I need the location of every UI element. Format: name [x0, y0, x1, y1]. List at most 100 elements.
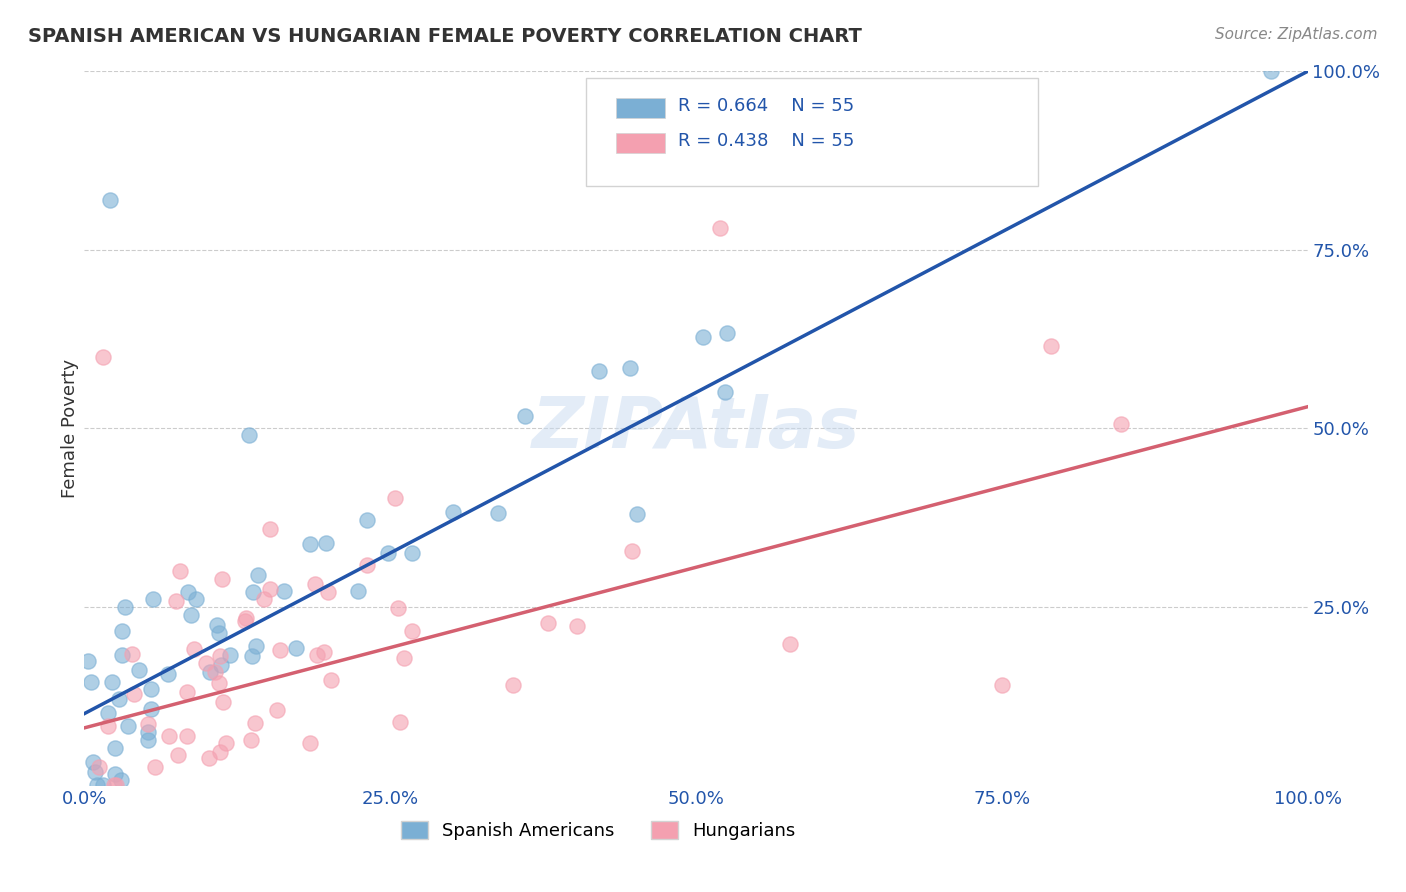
Hungarians: [166, 748, 188, 763]
Hungarians: [991, 678, 1014, 692]
Spanish Americans: [1260, 64, 1282, 78]
Hungarians: [304, 577, 326, 591]
Hungarians: [176, 685, 198, 699]
Spanish Americans: [284, 640, 307, 655]
Spanish Americans: [139, 702, 162, 716]
Spanish Americans: [588, 364, 610, 378]
Hungarians: [176, 729, 198, 743]
Spanish Americans: [91, 778, 114, 792]
Hungarians: [169, 564, 191, 578]
Hungarians: [259, 522, 281, 536]
Hungarians: [159, 729, 181, 743]
Spanish Americans: [110, 624, 132, 639]
Hungarians: [316, 584, 339, 599]
Hungarians: [387, 601, 409, 615]
Spanish Americans: [157, 667, 180, 681]
Spanish Americans: [242, 584, 264, 599]
Spanish Americans: [128, 663, 150, 677]
Spanish Americans: [240, 649, 263, 664]
Hungarians: [104, 778, 127, 792]
Spanish Americans: [692, 330, 714, 344]
Hungarians: [209, 648, 232, 663]
Spanish Americans: [208, 625, 231, 640]
Hungarians: [392, 651, 415, 665]
Spanish Americans: [714, 384, 737, 399]
Hungarians: [165, 594, 187, 608]
Spanish Americans: [114, 599, 136, 614]
Spanish Americans: [245, 639, 267, 653]
Spanish Americans: [513, 409, 536, 424]
Hungarians: [239, 733, 262, 747]
Hungarians: [233, 614, 256, 628]
Spanish Americans: [180, 608, 202, 623]
Hungarians: [97, 719, 120, 733]
Hungarians: [384, 491, 406, 505]
Hungarians: [197, 750, 219, 764]
Text: ZIPAtlas: ZIPAtlas: [531, 393, 860, 463]
Spanish Americans: [98, 193, 121, 207]
Hungarians: [269, 643, 291, 657]
Hungarians: [779, 637, 801, 651]
Hungarians: [212, 696, 235, 710]
Spanish Americans: [315, 535, 337, 549]
Spanish Americans: [136, 732, 159, 747]
Spanish Americans: [218, 648, 240, 662]
Spanish Americans: [184, 592, 207, 607]
FancyBboxPatch shape: [616, 98, 665, 118]
Spanish Americans: [77, 654, 100, 668]
Hungarians: [183, 642, 205, 657]
Spanish Americans: [486, 506, 509, 520]
Spanish Americans: [104, 767, 127, 781]
Hungarians: [536, 615, 558, 630]
Hungarians: [253, 592, 276, 607]
Hungarians: [214, 736, 236, 750]
Hungarians: [136, 717, 159, 731]
Spanish Americans: [716, 326, 738, 340]
Hungarians: [502, 678, 524, 692]
Hungarians: [259, 582, 281, 596]
FancyBboxPatch shape: [616, 134, 665, 153]
Spanish Americans: [247, 567, 270, 582]
Hungarians: [211, 572, 233, 586]
Spanish Americans: [84, 765, 107, 780]
Spanish Americans: [198, 665, 221, 679]
Spanish Americans: [619, 360, 641, 375]
Hungarians: [103, 778, 125, 792]
Hungarians: [312, 645, 335, 659]
Hungarians: [209, 745, 232, 759]
Spanish Americans: [356, 513, 378, 527]
Hungarians: [122, 688, 145, 702]
Spanish Americans: [441, 505, 464, 519]
Spanish Americans: [110, 773, 132, 788]
Spanish Americans: [238, 427, 260, 442]
Legend: Spanish Americans, Hungarians: Spanish Americans, Hungarians: [394, 814, 803, 847]
Spanish Americans: [97, 706, 120, 721]
Spanish Americans: [177, 584, 200, 599]
FancyBboxPatch shape: [586, 78, 1039, 186]
Hungarians: [121, 647, 143, 661]
Spanish Americans: [377, 546, 399, 560]
Text: SPANISH AMERICAN VS HUNGARIAN FEMALE POVERTY CORRELATION CHART: SPANISH AMERICAN VS HUNGARIAN FEMALE POV…: [28, 27, 862, 45]
Hungarians: [91, 350, 114, 364]
Hungarians: [356, 558, 378, 573]
Text: Source: ZipAtlas.com: Source: ZipAtlas.com: [1215, 27, 1378, 42]
Spanish Americans: [86, 778, 108, 792]
Hungarians: [319, 673, 342, 687]
Spanish Americans: [117, 719, 139, 733]
Hungarians: [299, 736, 322, 750]
Hungarians: [235, 611, 257, 625]
Hungarians: [1039, 339, 1062, 353]
Hungarians: [401, 624, 423, 638]
Hungarians: [266, 703, 288, 717]
Spanish Americans: [101, 675, 124, 690]
Hungarians: [208, 676, 231, 690]
Spanish Americans: [273, 584, 295, 599]
Hungarians: [204, 665, 226, 679]
Spanish Americans: [209, 658, 232, 673]
Spanish Americans: [401, 546, 423, 560]
Spanish Americans: [107, 692, 129, 706]
Spanish Americans: [104, 740, 127, 755]
Spanish Americans: [205, 617, 228, 632]
Hungarians: [565, 619, 588, 633]
Spanish Americans: [299, 537, 322, 551]
